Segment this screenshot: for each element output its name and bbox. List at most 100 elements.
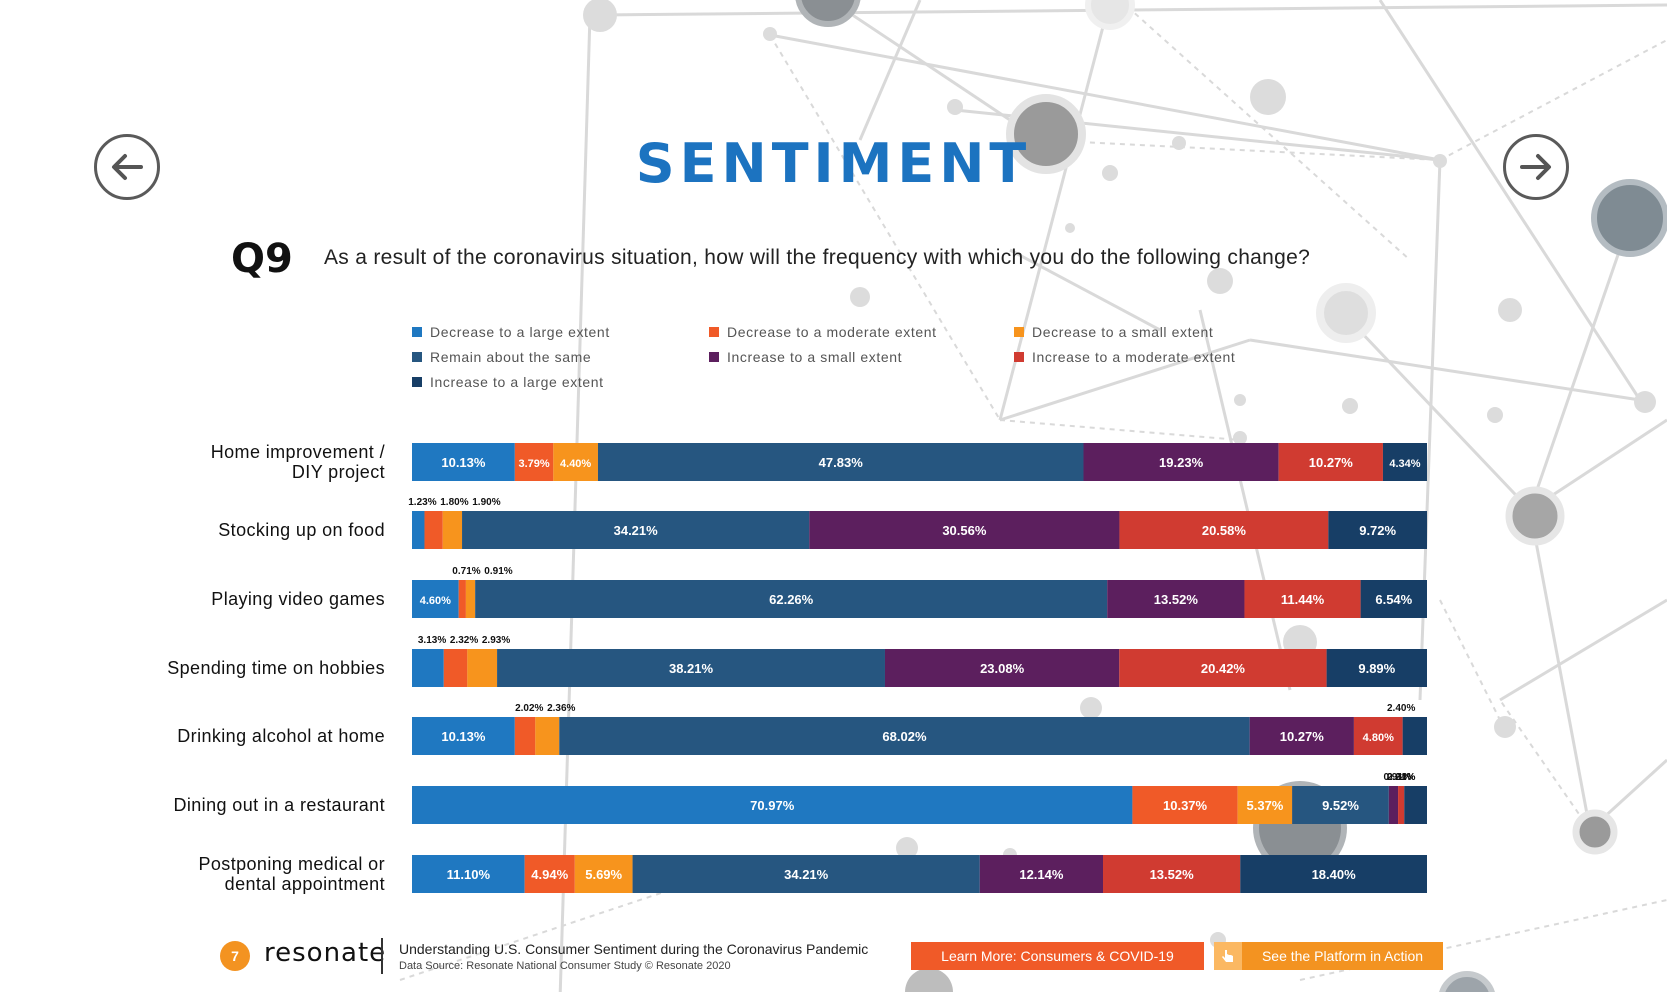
data-label: 30.56% bbox=[942, 523, 987, 538]
bar-segment bbox=[458, 580, 466, 618]
data-label: 3.79% bbox=[518, 458, 549, 470]
data-label: 9.72% bbox=[1359, 523, 1396, 538]
data-label: 34.21% bbox=[784, 867, 829, 882]
bar-segment bbox=[1119, 649, 1327, 687]
bar-segment bbox=[497, 649, 885, 687]
bar-segment bbox=[412, 443, 515, 481]
bar-segment bbox=[465, 580, 476, 618]
data-label: 20.58% bbox=[1202, 523, 1247, 538]
bar-segment bbox=[424, 511, 443, 549]
category-label: Stocking up on food bbox=[125, 520, 385, 540]
data-label: 4.94% bbox=[531, 867, 568, 882]
data-label: 2.36% bbox=[547, 703, 575, 714]
bar-segment bbox=[1388, 786, 1399, 824]
previous-slide-button[interactable] bbox=[94, 134, 160, 200]
bar-segment bbox=[884, 649, 1120, 687]
legend-item: Decrease to a moderate extent bbox=[709, 324, 937, 340]
bar-segment bbox=[1402, 717, 1427, 755]
bar-segment bbox=[1132, 786, 1238, 824]
bar-segment bbox=[574, 855, 633, 893]
data-label: 10.13% bbox=[441, 455, 486, 470]
bar-segment bbox=[597, 443, 1084, 481]
bar-segment bbox=[632, 855, 980, 893]
bar-segment bbox=[1249, 717, 1354, 755]
legend-swatch bbox=[412, 327, 422, 337]
category-label-line: Dining out in a restaurant bbox=[173, 795, 385, 815]
bar-segment bbox=[1119, 511, 1329, 549]
data-label: 6.54% bbox=[1375, 592, 1412, 607]
data-label: 13.52% bbox=[1150, 867, 1195, 882]
data-label: 3.13% bbox=[418, 635, 446, 646]
bar-segment bbox=[412, 511, 425, 549]
legend-swatch bbox=[412, 352, 422, 362]
bar-segment bbox=[475, 580, 1108, 618]
data-label: 9.52% bbox=[1322, 798, 1359, 813]
bar-segment bbox=[524, 855, 575, 893]
category-label-line: Drinking alcohol at home bbox=[177, 726, 385, 746]
category-label-line: Spending time on hobbies bbox=[167, 658, 385, 678]
data-label: 70.97% bbox=[750, 798, 795, 813]
bar-segment bbox=[514, 717, 536, 755]
data-label: 0.91% bbox=[1383, 772, 1411, 783]
bar-segment bbox=[1083, 443, 1279, 481]
bar-segment bbox=[1326, 649, 1427, 687]
category-label-line: Playing video games bbox=[211, 589, 385, 609]
data-label: 34.21% bbox=[614, 523, 659, 538]
data-label: 19.23% bbox=[1159, 455, 1204, 470]
data-source: Data Source: Resonate National Consumer … bbox=[399, 960, 731, 972]
bar-segment bbox=[1398, 786, 1405, 824]
bar-segment bbox=[1107, 580, 1245, 618]
data-label: 11.10% bbox=[447, 867, 491, 882]
data-label: 10.27% bbox=[1280, 729, 1325, 744]
legend-item: Increase to a moderate extent bbox=[1014, 349, 1235, 365]
data-label: 10.13% bbox=[441, 729, 486, 744]
learn-more-button[interactable]: Learn More: Consumers & COVID-19 bbox=[911, 942, 1204, 970]
page-number-badge: 7 bbox=[220, 941, 250, 971]
bar-segment bbox=[1237, 786, 1293, 824]
data-label: 5.69% bbox=[585, 867, 622, 882]
arrow-left-icon bbox=[112, 154, 143, 180]
category-label: Playing video games bbox=[125, 589, 385, 609]
pointer-hand-icon bbox=[1214, 942, 1242, 970]
category-label-line: Home improvement / bbox=[210, 442, 385, 462]
legend-swatch bbox=[1014, 352, 1024, 362]
data-label: 2.24% bbox=[1387, 772, 1415, 783]
data-label: 4.80% bbox=[1363, 732, 1394, 744]
legend-label: Increase to a small extent bbox=[727, 349, 903, 365]
question-text: As a result of the coronavirus situation… bbox=[324, 246, 1311, 269]
data-label: 10.37% bbox=[1163, 798, 1208, 813]
legend-item: Increase to a small extent bbox=[709, 349, 902, 365]
data-label: 10.27% bbox=[1309, 455, 1354, 470]
category-label: Dining out in a restaurant bbox=[125, 795, 385, 815]
legend-label: Increase to a large extent bbox=[430, 374, 604, 390]
data-label: 2.40% bbox=[1387, 703, 1415, 714]
bar-segment bbox=[1292, 786, 1389, 824]
bar-segment bbox=[412, 580, 459, 618]
data-label: 38.21% bbox=[669, 661, 714, 676]
data-label: 62.26% bbox=[769, 592, 814, 607]
category-label: Spending time on hobbies bbox=[125, 658, 385, 678]
category-label: Home improvement / DIY project bbox=[125, 442, 385, 482]
data-label: 5.37% bbox=[1247, 798, 1284, 813]
legend-label: Decrease to a moderate extent bbox=[727, 324, 937, 340]
data-label: 12.14% bbox=[1019, 867, 1064, 882]
data-label: 4.40% bbox=[560, 458, 591, 470]
data-label: 18.40% bbox=[1312, 867, 1357, 882]
bar-segment bbox=[462, 511, 810, 549]
see-platform-button[interactable]: See the Platform in Action bbox=[1214, 942, 1443, 970]
legend-item: Increase to a large extent bbox=[412, 374, 604, 390]
bar-segment bbox=[809, 511, 1120, 549]
next-slide-button[interactable] bbox=[1503, 134, 1569, 200]
arrow-right-icon bbox=[1520, 154, 1551, 180]
data-label: 47.83% bbox=[819, 455, 864, 470]
data-label: 23.08% bbox=[980, 661, 1025, 676]
legend-item: Decrease to a small extent bbox=[1014, 324, 1213, 340]
data-label: 13.52% bbox=[1154, 592, 1199, 607]
data-label: 0.91% bbox=[484, 566, 512, 577]
bar-segment bbox=[979, 855, 1104, 893]
bar-segment bbox=[412, 649, 444, 687]
bar-segment bbox=[442, 511, 463, 549]
data-label: 68.02% bbox=[882, 729, 927, 744]
page-title: SENTIMENT bbox=[635, 132, 1032, 195]
